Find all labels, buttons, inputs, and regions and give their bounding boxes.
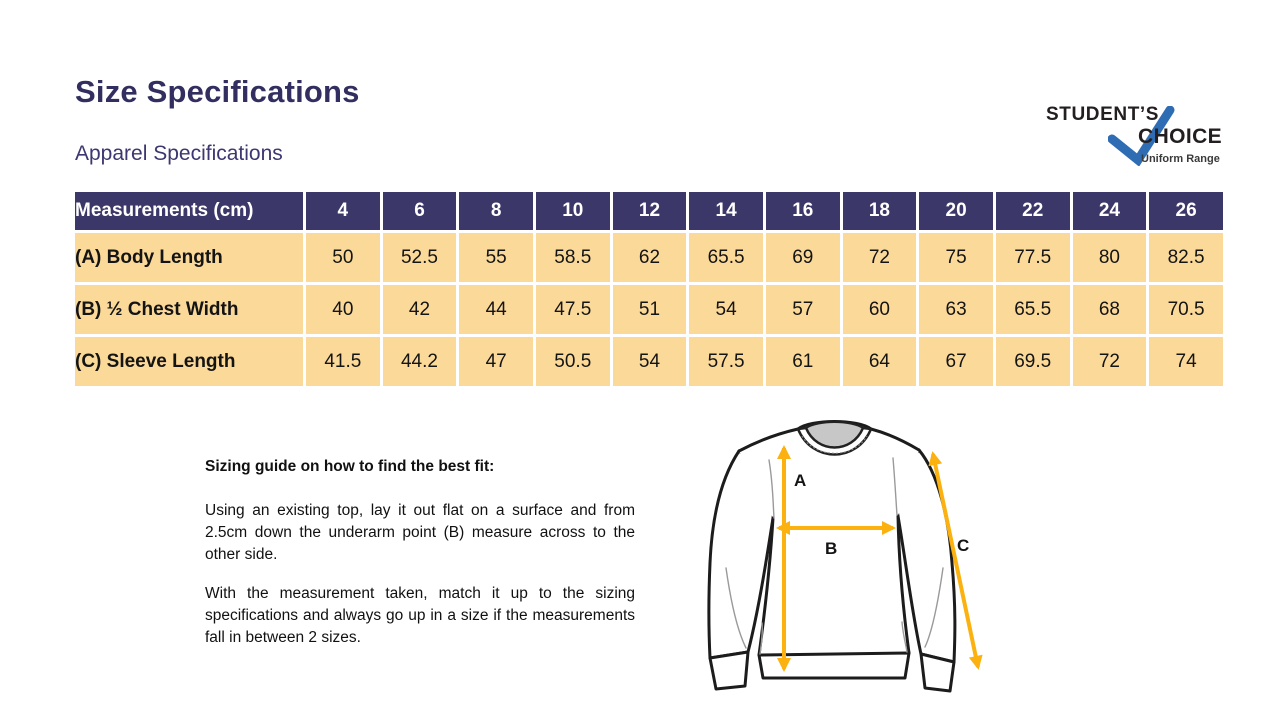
measurement-value-cell: 57.5 <box>689 337 763 386</box>
sleeve-length-arrow <box>928 451 983 670</box>
right-hem-crease <box>901 621 908 653</box>
size-column-header: 24 <box>1072 192 1147 230</box>
left-sleeve-outline <box>707 449 780 660</box>
measurement-value-cell: 75 <box>919 233 993 282</box>
measurement-value-cell: 60 <box>842 285 917 334</box>
size-column-header: 22 <box>995 192 1070 230</box>
table-header-row: Measurements (cm) 4 6 8 10 12 14 16 18 2… <box>75 192 1223 230</box>
measurement-value-cell: 69 <box>765 233 840 282</box>
sizing-guide-paragraph-2: With the measurement taken, match it up … <box>205 585 635 646</box>
measurement-value-cell: 54 <box>612 337 687 386</box>
measurement-value-cell: 41.5 <box>306 337 380 386</box>
right-side-line <box>896 514 911 655</box>
size-column-header: 10 <box>535 192 610 230</box>
sweater-diagram: A B C <box>707 420 983 693</box>
size-specifications-table: Measurements (cm) 4 6 8 10 12 14 16 18 2… <box>72 189 1226 389</box>
measurement-value-cell: 65.5 <box>995 285 1070 334</box>
size-column-header: 14 <box>689 192 763 230</box>
collar-stitch-line <box>801 435 868 454</box>
measurement-value-cell: 72 <box>1072 337 1147 386</box>
measurement-row-label: (A) Body Length <box>75 233 303 282</box>
table-row: (B) ½ Chest Width 40 42 44 47.5 51 54 57… <box>75 285 1223 334</box>
table-row: (C) Sleeve Length 41.5 44.2 47 50.5 54 5… <box>75 337 1223 386</box>
right-cuff <box>919 652 956 693</box>
measurement-value-cell: 55 <box>459 233 533 282</box>
left-shoulder-line <box>737 427 800 453</box>
sizing-guide-paragraph-1: Using an existing top, lay it out flat o… <box>205 502 635 563</box>
measurement-value-cell: 44 <box>459 285 533 334</box>
measurement-value-cell: 61 <box>765 337 840 386</box>
measurement-value-cell: 67 <box>919 337 993 386</box>
measurement-value-cell: 42 <box>382 285 457 334</box>
measurement-value-cell: 82.5 <box>1149 233 1223 282</box>
size-column-header: 16 <box>765 192 840 230</box>
measurement-value-cell: 74 <box>1149 337 1223 386</box>
page-subtitle: Apparel Specifications <box>75 142 283 165</box>
table-row: (A) Body Length 50 52.5 55 58.5 62 65.5 … <box>75 233 1223 282</box>
right-shoulder-line <box>869 427 921 452</box>
measurement-value-cell: 47 <box>459 337 533 386</box>
measurement-value-cell: 57 <box>765 285 840 334</box>
left-chest-crease <box>768 459 775 519</box>
diagram-label-b: B <box>825 539 837 558</box>
measurement-value-cell: 52.5 <box>382 233 457 282</box>
logo-line-choice: CHOICE <box>1138 125 1223 148</box>
size-column-header: 20 <box>919 192 993 230</box>
right-chest-crease <box>892 457 898 516</box>
measurement-row-label: (C) Sleeve Length <box>75 337 303 386</box>
page-title: Size Specifications <box>75 74 360 109</box>
measurement-value-cell: 51 <box>612 285 687 334</box>
sizing-guide-text: Sizing guide on how to find the best fit… <box>205 458 635 666</box>
measurement-value-cell: 77.5 <box>995 233 1070 282</box>
measurement-value-cell: 54 <box>689 285 763 334</box>
size-column-header: 12 <box>612 192 687 230</box>
size-column-header: 26 <box>1149 192 1223 230</box>
diagram-label-a: A <box>794 471 806 490</box>
size-column-header: 4 <box>306 192 380 230</box>
measurement-value-cell: 44.2 <box>382 337 457 386</box>
size-column-header: 8 <box>459 192 533 230</box>
measurement-value-cell: 64 <box>842 337 917 386</box>
measurement-row-label: (B) ½ Chest Width <box>75 285 303 334</box>
logo-line-uniform-range: Uniform Range <box>1141 153 1220 165</box>
measurement-value-cell: 62 <box>612 233 687 282</box>
measurement-value-cell: 80 <box>1072 233 1147 282</box>
measurement-value-cell: 70.5 <box>1149 285 1223 334</box>
measurement-value-cell: 50.5 <box>535 337 610 386</box>
collar-band <box>796 426 873 456</box>
left-cuff <box>708 650 750 691</box>
measurement-value-cell: 68 <box>1072 285 1147 334</box>
measurement-value-cell: 47.5 <box>535 285 610 334</box>
size-column-header: 18 <box>842 192 917 230</box>
measurement-value-cell: 63 <box>919 285 993 334</box>
left-sleeve-crease <box>725 567 747 649</box>
measurements-header-cell: Measurements (cm) <box>75 192 303 230</box>
students-choice-logo: STUDENT’S CHOICE Uniform Range <box>1042 104 1227 172</box>
diagram-label-c: C <box>957 536 969 555</box>
checkmark-icon <box>1108 106 1175 166</box>
left-side-line <box>757 516 775 657</box>
measurement-value-cell: 69.5 <box>995 337 1070 386</box>
left-hem-crease <box>759 622 763 655</box>
measurement-value-cell: 58.5 <box>535 233 610 282</box>
measurement-value-cell: 65.5 <box>689 233 763 282</box>
measurement-value-cell: 72 <box>842 233 917 282</box>
sizing-guide-heading: Sizing guide on how to find the best fit… <box>205 458 495 475</box>
size-column-header: 6 <box>382 192 457 230</box>
hem-band <box>757 651 911 680</box>
measurement-value-cell: 50 <box>306 233 380 282</box>
logo-line-students: STUDENT’S <box>1046 104 1160 125</box>
measurement-value-cell: 40 <box>306 285 380 334</box>
